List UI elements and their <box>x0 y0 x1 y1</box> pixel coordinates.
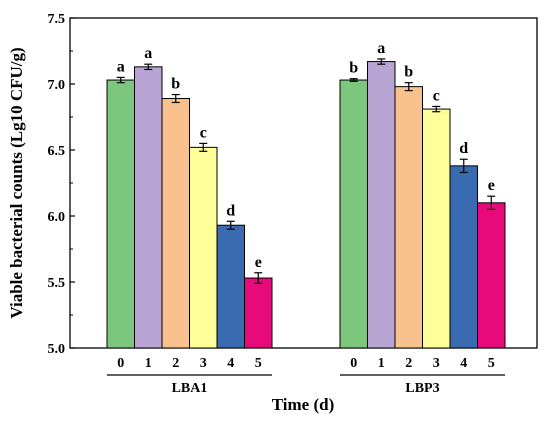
significance-letter: d <box>226 202 235 219</box>
significance-letter: e <box>488 177 495 194</box>
y-tick-label: 5.0 <box>48 342 66 357</box>
y-tick-label: 6.0 <box>48 210 66 225</box>
x-tick-label: 1 <box>378 356 385 371</box>
y-tick-label: 6.5 <box>48 144 66 159</box>
x-tick-label: 4 <box>460 356 467 371</box>
x-tick-label: 4 <box>227 356 234 371</box>
bars: a a b c d e b a b c d e <box>106 40 506 349</box>
x-tick-label: 0 <box>117 356 124 371</box>
significance-letter: d <box>459 140 468 157</box>
significance-letter: b <box>349 60 358 77</box>
significance-letter: c <box>433 87 440 104</box>
bar-lbp3-day-1 <box>367 61 396 349</box>
bar-lbp3-day-4 <box>449 165 478 349</box>
bar-lbp3-day-0 <box>339 79 368 349</box>
bar-lba1-day-5 <box>244 277 273 349</box>
bar-lba1-day-0 <box>106 79 135 349</box>
x-tick-label: 5 <box>488 356 495 371</box>
x-tick-label: 5 <box>255 356 262 371</box>
x-tick-label: 2 <box>172 356 179 371</box>
y-tick-label: 7.0 <box>48 78 66 93</box>
y-axis-title: Viable bacterial counts (Lg10 CFU/g) <box>7 47 26 318</box>
significance-letter: a <box>117 58 125 75</box>
bar-lba1-day-2 <box>161 98 190 349</box>
significance-letter: b <box>171 76 180 93</box>
x-tick-label: 3 <box>200 356 207 371</box>
bar-lbp3-day-2 <box>394 86 423 349</box>
x-tick-label: 1 <box>145 356 152 371</box>
significance-letter: c <box>200 124 207 141</box>
y-axis: 5.0 5.5 6.0 6.5 7.0 7.5 <box>48 12 75 357</box>
significance-letter: a <box>144 45 152 62</box>
significance-letter: a <box>377 40 385 57</box>
x-tick-label: 0 <box>350 356 357 371</box>
bar-lbp3-day-5 <box>477 202 506 349</box>
x-tick-label: 3 <box>433 356 440 371</box>
significance-letter: e <box>255 254 262 271</box>
group-label-lba1: LBA1 <box>172 381 208 396</box>
y-tick-label: 7.5 <box>48 12 66 27</box>
bar-lba1-day-3 <box>189 146 218 349</box>
x-tick-label: 2 <box>405 356 412 371</box>
y-tick-label: 5.5 <box>48 276 66 291</box>
bar-lba1-day-1 <box>134 66 163 349</box>
group-label-lbp3: LBP3 <box>405 381 439 396</box>
x-axis: 0 1 2 3 4 5 LBA1 0 1 2 3 4 5 LBP3 <box>107 356 505 396</box>
bar-lbp3-day-3 <box>422 108 451 349</box>
bar-lba1-day-4 <box>216 224 245 349</box>
significance-letter: b <box>404 64 413 81</box>
x-axis-title: Time (d) <box>272 395 335 414</box>
